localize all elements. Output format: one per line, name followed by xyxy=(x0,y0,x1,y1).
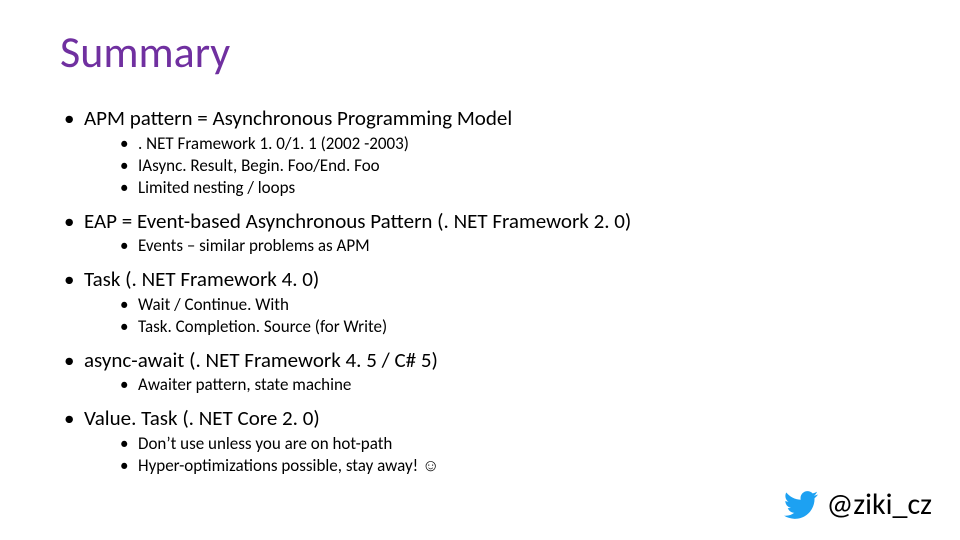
bullet-text: async-await (. NET Framework 4. 5 / C# 5… xyxy=(84,347,438,373)
slide-title: Summary xyxy=(60,28,900,76)
sub-list: Don’t use unless you are on hot-path Hyp… xyxy=(84,433,900,477)
twitter-icon xyxy=(784,488,818,522)
sub-item: . NET Framework 1. 0/1. 1 (2002 -2003) xyxy=(120,133,900,155)
bullet-item: async-await (. NET Framework 4. 5 / C# 5… xyxy=(60,346,900,396)
bullet-text: EAP = Event-based Asynchronous Pattern (… xyxy=(84,208,631,234)
twitter-handle: @ziki_cz xyxy=(826,490,932,520)
bullet-item: EAP = Event-based Asynchronous Pattern (… xyxy=(60,207,900,257)
bullet-list: APM pattern = Asynchronous Programming M… xyxy=(60,104,900,477)
sub-item: Hyper-optimizations possible, stay away!… xyxy=(120,455,900,477)
bullet-text: Value. Task (. NET Core 2. 0) xyxy=(84,405,320,431)
slide: Summary APM pattern = Asynchronous Progr… xyxy=(0,0,960,540)
bullet-item: Value. Task (. NET Core 2. 0) Don’t use … xyxy=(60,404,900,477)
sub-item: IAsync. Result, Begin. Foo/End. Foo xyxy=(120,155,900,177)
sub-item: Don’t use unless you are on hot-path xyxy=(120,433,900,455)
sub-item: Awaiter pattern, state machine xyxy=(120,374,900,396)
sub-list: . NET Framework 1. 0/1. 1 (2002 -2003) I… xyxy=(84,133,900,199)
footer: @ziki_cz xyxy=(784,488,932,522)
sub-item: Limited nesting / loops xyxy=(120,177,900,199)
sub-list: Wait / Continue. With Task. Completion. … xyxy=(84,294,900,338)
sub-list: Awaiter pattern, state machine xyxy=(84,374,900,396)
sub-item: Wait / Continue. With xyxy=(120,294,900,316)
bullet-item: Task (. NET Framework 4. 0) Wait / Conti… xyxy=(60,265,900,338)
sub-item: Events – similar problems as APM xyxy=(120,235,900,257)
bullet-item: APM pattern = Asynchronous Programming M… xyxy=(60,104,900,199)
sub-item: Task. Completion. Source (for Write) xyxy=(120,316,900,338)
bullet-text: Task (. NET Framework 4. 0) xyxy=(84,266,319,292)
sub-list: Events – similar problems as APM xyxy=(84,235,900,257)
bullet-text: APM pattern = Asynchronous Programming M… xyxy=(84,105,512,131)
